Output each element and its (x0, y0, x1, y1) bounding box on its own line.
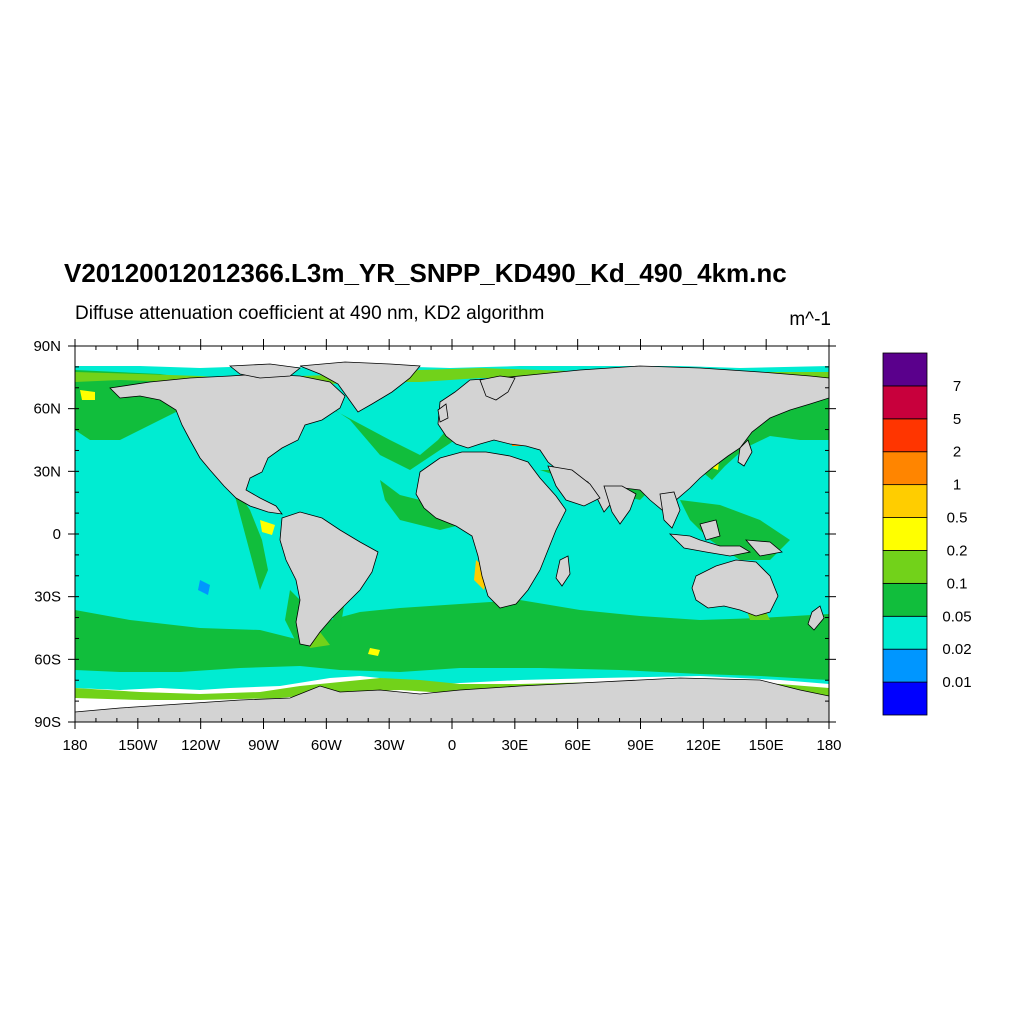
land-masses (75, 361, 829, 722)
land-indonesia (668, 533, 752, 557)
y-tick-label: 60S (34, 651, 61, 668)
x-tick-label: 30W (374, 737, 406, 754)
colorbar-label: 0.05 (942, 608, 971, 625)
y-tick-label: 0 (53, 526, 61, 543)
units-label: m^-1 (789, 309, 831, 330)
colorbar-label: 7 (953, 378, 961, 395)
land-new-zealand (807, 605, 825, 631)
land-scandinavia (479, 375, 516, 401)
y-tick-label: 90S (34, 714, 61, 731)
y-axis: 90N 60N 30N 0 30S 60S 90S (33, 338, 836, 731)
x-tick-label: 150E (749, 737, 784, 754)
colorbar-label: 0.5 (947, 510, 968, 527)
x-tick-label: 120W (181, 737, 221, 754)
x-tick-label: 30E (501, 737, 528, 754)
land-new-guinea (745, 539, 783, 557)
land-britain (437, 403, 449, 423)
map-title: V20120012012366.L3m_YR_SNPP_KD490_Kd_490… (64, 258, 787, 288)
colorbar-label: 0.2 (947, 542, 968, 559)
y-tick-label: 30N (33, 463, 61, 480)
x-tick-label: 60W (311, 737, 343, 754)
colorbar-label: 0.02 (942, 641, 971, 658)
colorbar-label: 1 (953, 477, 961, 494)
land-arctic-islands (228, 363, 301, 379)
y-tick-label: 60N (33, 401, 61, 418)
y-tick-label: 30S (34, 589, 61, 606)
y-tick-label: 90N (33, 338, 61, 355)
x-tick-label: 90E (627, 737, 654, 754)
land-indochina (659, 491, 681, 529)
map-plot-area (75, 346, 829, 722)
colorbar-swatch (882, 648, 928, 683)
x-tick-label: 120E (686, 737, 721, 754)
land-madagascar (555, 555, 571, 587)
land-greenland (299, 361, 421, 413)
colorbar-swatch (882, 550, 928, 584)
colorbar-label: 2 (953, 444, 961, 461)
land-arabia (547, 465, 601, 507)
land-antarctica (75, 677, 829, 722)
x-tick-label: 150W (118, 737, 158, 754)
land-australia (691, 559, 779, 617)
x-tick-label: 60E (564, 737, 591, 754)
colorbar-swatch (882, 615, 928, 650)
map-subtitle: Diffuse attenuation coefficient at 490 n… (75, 303, 545, 324)
colorbar-swatch (882, 418, 928, 453)
colorbar: 0.01 0.02 0.05 0.1 0.2 0.5 1 2 5 7 (882, 352, 972, 716)
x-tick-label: 0 (448, 737, 456, 754)
colorbar-swatch (882, 385, 928, 420)
colorbar-swatch (882, 352, 928, 387)
colorbar-swatch (882, 681, 928, 716)
land-borneo (699, 519, 721, 541)
colorbar-label: 0.01 (942, 674, 971, 691)
colorbar-label: 5 (953, 411, 961, 428)
x-tick-label: 180 (816, 737, 841, 754)
land-north-america (109, 373, 346, 515)
colorbar-label: 0.1 (947, 575, 968, 592)
land-japan (737, 439, 753, 467)
colorbar-swatch (882, 517, 928, 551)
land-south-america (279, 511, 379, 647)
x-tick-label: 180 (62, 737, 87, 754)
colorbar-swatch (882, 484, 928, 518)
colorbar-swatch (882, 582, 928, 617)
land-india (603, 485, 637, 525)
colorbar-swatch (882, 451, 928, 486)
x-axis: 180 150W 120W 90W 60W 30W 0 30E 60E 90E 120E 150E 18… (62, 339, 842, 754)
x-tick-label: 90W (248, 737, 280, 754)
land-africa (415, 451, 567, 609)
